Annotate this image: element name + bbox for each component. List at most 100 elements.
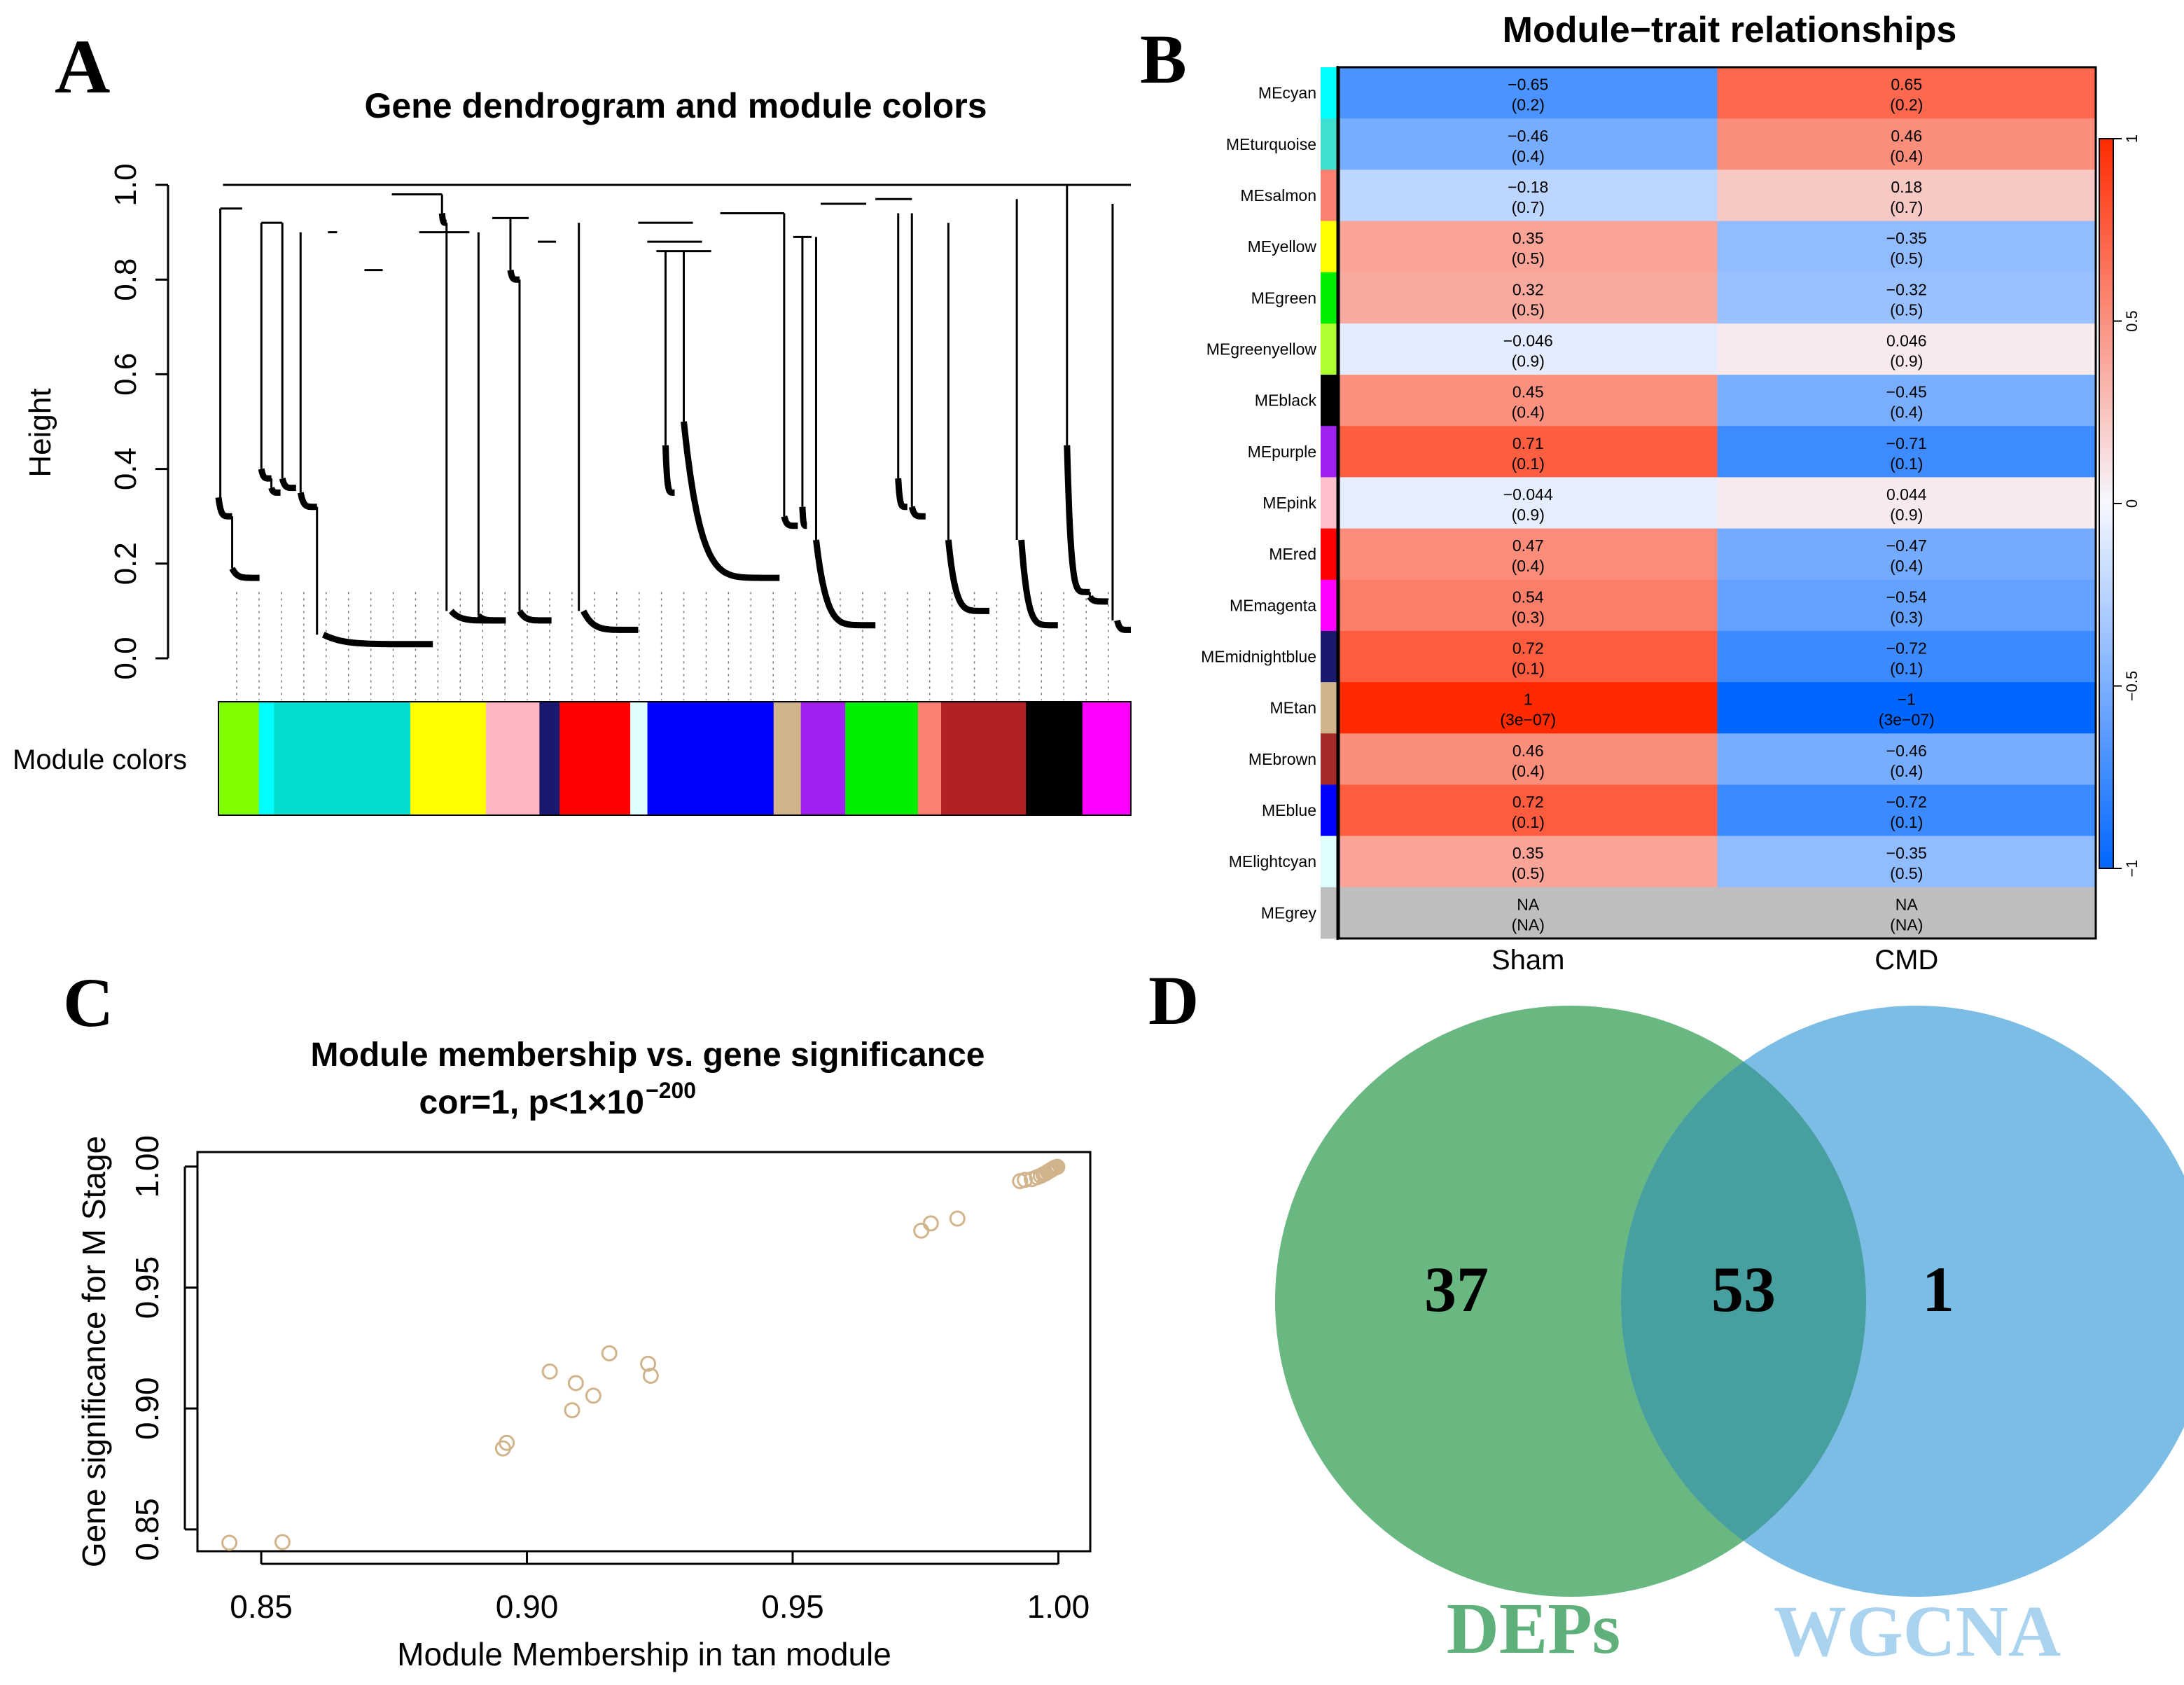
scatter-axis-ticks: 0.85 0.90 0.95 1.00 0.85 0.90 0.95 1.00 <box>129 1135 1090 1625</box>
cell-p-value: (0.5) <box>1890 864 1923 882</box>
row-color-swatch <box>1321 887 1337 939</box>
cell-p-value: (0.4) <box>1512 762 1545 780</box>
legend-tick-label: −0.5 <box>2123 671 2141 701</box>
row-color-swatch <box>1321 169 1337 222</box>
cell-correlation: 0.65 <box>1891 76 1922 94</box>
heatmap-cell <box>1717 375 2096 427</box>
dendrogram-leaf-cluster <box>279 477 296 492</box>
dendrogram-leaf-cluster <box>507 269 520 283</box>
dendrogram-leaf-cluster <box>908 506 926 520</box>
y-tick-label: 0.4 <box>109 448 143 490</box>
heatmap-cell <box>1339 887 1718 939</box>
cell-correlation: −0.35 <box>1886 229 1927 247</box>
row-label: MEyellow <box>1248 237 1317 256</box>
cell-correlation: −0.72 <box>1886 793 1927 811</box>
scatter-subtitle: cor=1, p<1×10 <box>419 1084 644 1121</box>
heatmap-cell <box>1717 118 2096 170</box>
row-color-swatch <box>1321 682 1337 734</box>
module-color-lightcyan <box>258 702 274 815</box>
module-color-pink <box>485 702 540 815</box>
cell-p-value: (0.5) <box>1512 300 1545 319</box>
panel-b: B Module−trait relationships MEcyan −0.65… <box>1140 10 2141 976</box>
cell-correlation: −0.046 <box>1503 331 1553 349</box>
module-color-blue <box>647 702 774 815</box>
cell-correlation: −0.044 <box>1503 485 1553 504</box>
row-label: MEblack <box>1255 391 1317 410</box>
row-color-swatch <box>1321 835 1337 888</box>
cell-p-value: (0.2) <box>1890 96 1923 114</box>
cell-p-value: (0.1) <box>1890 813 1923 831</box>
dendrogram-leaf-cluster <box>476 613 506 624</box>
cell-p-value: (NA) <box>1512 915 1545 934</box>
scatter-plot-frame <box>196 1151 1092 1553</box>
heatmap-cell <box>1717 835 2096 888</box>
module-color-red <box>559 702 631 815</box>
dendrogram-leaf-cluster <box>229 567 260 581</box>
y-tick-label: 0.0 <box>109 637 143 679</box>
scatter-point <box>499 1434 515 1451</box>
module-color-purple <box>800 702 846 815</box>
row-label: MEred <box>1269 545 1316 563</box>
dendrogram-leaf-cluster <box>895 478 907 511</box>
cell-correlation: −0.46 <box>1886 742 1927 760</box>
heatmap-cell <box>1339 477 1718 529</box>
scatter-point <box>567 1375 584 1392</box>
row-color-swatch <box>1321 272 1337 324</box>
dendrogram-title: Gene dendrogram and module colors <box>364 86 987 125</box>
dendrogram-leaf-cluster <box>258 468 272 482</box>
y-tick-label: 0.95 <box>129 1256 165 1319</box>
cell-p-value: (0.4) <box>1890 762 1923 780</box>
cell-correlation: 0.72 <box>1512 793 1544 811</box>
cell-correlation: NA <box>1517 895 1540 913</box>
scatter-point <box>541 1363 558 1380</box>
cell-p-value: (0.4) <box>1512 147 1545 165</box>
y-tick-label: 0.8 <box>109 258 143 301</box>
cell-p-value: (0.1) <box>1512 813 1545 831</box>
cell-p-value: (0.4) <box>1512 557 1545 575</box>
row-label: MEgrey <box>1261 903 1317 922</box>
y-tick-label: 1.00 <box>129 1135 165 1198</box>
module-color-salmon <box>917 702 942 815</box>
cell-p-value: (0.9) <box>1512 352 1545 370</box>
module-color-tan <box>773 702 802 815</box>
cell-p-value: (0.4) <box>1512 403 1545 422</box>
cell-p-value: (0.4) <box>1890 403 1923 422</box>
panel-b-letter: B <box>1140 20 1187 98</box>
venn-left-count: 37 <box>1424 1254 1489 1325</box>
cell-correlation: 0.18 <box>1891 178 1922 196</box>
module-color-lightcyan <box>630 702 648 815</box>
dendrogram-leaf-cluster <box>681 421 780 581</box>
row-color-swatch <box>1321 579 1337 632</box>
dendrogram-leaf-cluster <box>215 497 232 520</box>
scatter-subtitle-exponent: −200 <box>646 1078 696 1103</box>
cell-correlation: 0.46 <box>1891 127 1922 145</box>
cell-p-value: (0.5) <box>1512 249 1545 268</box>
heatmap-cell <box>1717 323 2096 375</box>
cell-p-value: (0.9) <box>1890 352 1923 370</box>
row-color-swatch <box>1321 323 1337 375</box>
cell-p-value: (0.5) <box>1890 300 1923 319</box>
module-color-strip <box>218 701 1132 816</box>
heatmap-cell <box>1339 682 1718 734</box>
cell-p-value: (0.3) <box>1512 608 1545 626</box>
cell-p-value: (0.9) <box>1512 506 1545 524</box>
heatmap: MEcyan −0.65 (0.2) 0.65 (0.2) MEturquoise −0.4… <box>1201 66 2097 976</box>
heatmap-cell <box>1339 528 1718 581</box>
dendrogram-leaf-cluster <box>268 487 281 496</box>
row-color-swatch <box>1321 67 1337 119</box>
row-label: MEturquoise <box>1226 135 1316 153</box>
venn-right-set-label: WGCNA <box>1774 1591 2061 1672</box>
cell-correlation: 0.35 <box>1512 844 1544 862</box>
heatmap-cell <box>1717 579 2096 632</box>
dendrogram-leaf-cluster <box>1087 595 1108 605</box>
scatter-point <box>1017 1172 1034 1188</box>
legend-tick-label: 0.5 <box>2123 310 2141 332</box>
heatmap-cell <box>1717 528 2096 581</box>
module-color-magenta <box>1082 702 1132 815</box>
row-label: MEmidnightblue <box>1201 648 1316 666</box>
heatmap-color-legend: 1 0.5 0 −0.5 −1 <box>2099 134 2141 878</box>
scatter-point <box>913 1222 930 1239</box>
scatter-point <box>274 1534 291 1551</box>
cell-correlation: 0.45 <box>1512 383 1544 401</box>
scatter-point <box>1049 1158 1066 1175</box>
